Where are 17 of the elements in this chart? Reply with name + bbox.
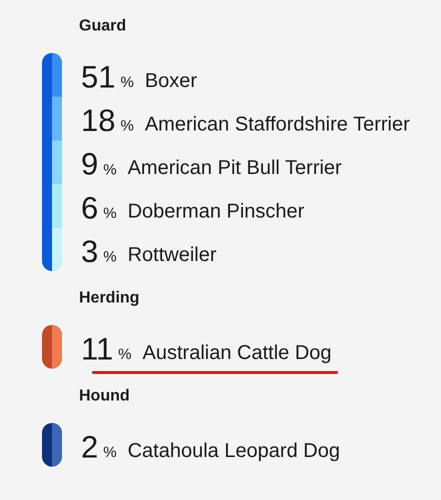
data-label: 51 % (81, 59, 134, 94)
category-label: Doberman Pinscher (128, 200, 305, 223)
category-label: American Pit Bull Terrier (128, 157, 342, 179)
category-label: Catahoula Leopard Dog (128, 439, 340, 462)
category-label: Boxer (144, 70, 198, 92)
text: Hound (79, 387, 130, 404)
data-label: 18 % (81, 103, 134, 138)
text: Herding (79, 290, 140, 306)
data-label: 2 % (81, 429, 117, 464)
data-label: 11 % (81, 331, 132, 366)
text: Guard (79, 18, 126, 34)
category-label: Rottweiler (128, 244, 217, 266)
category-label: Australian Cattle Dog (142, 342, 332, 364)
data-label: 3 % (81, 234, 117, 269)
data-label: 9 % (81, 146, 117, 182)
data-label: 6 % (81, 190, 117, 226)
category-label: American Staffordshire Terrier (144, 113, 410, 136)
